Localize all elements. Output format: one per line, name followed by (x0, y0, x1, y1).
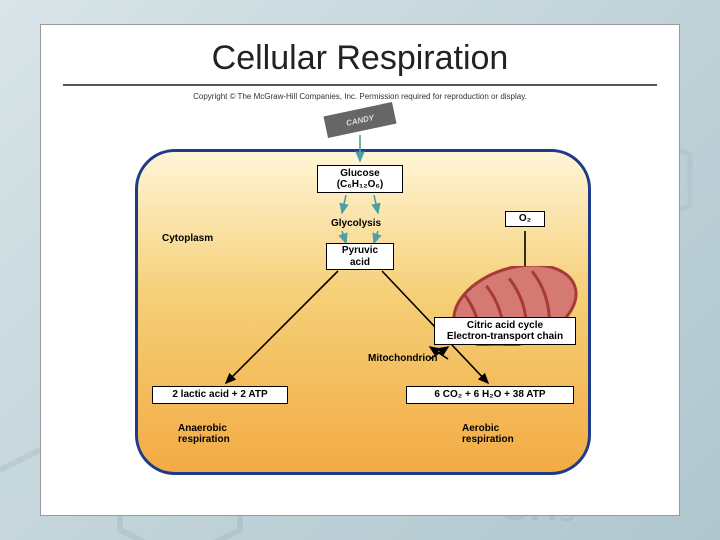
box-lactic-line1: 2 lactic acid + 2 ATP (156, 389, 284, 401)
content-card: Cellular Respiration Copyright © The McG… (40, 24, 680, 516)
box-glucose-line1: Glucose (321, 168, 399, 180)
box-o2: O₂ (505, 211, 545, 227)
label-anaerobic: Anaerobicrespiration (178, 423, 230, 445)
box-aerobic_out: 6 CO₂ + 6 H₂O + 38 ATP (406, 386, 574, 404)
label-mitochondrion: Mitochondrion (368, 353, 437, 364)
box-pyruvic-line1: Pyruvic (330, 245, 390, 257)
box-citric-line2: Electron-transport chain (438, 331, 572, 343)
box-pyruvic-line2: acid (330, 257, 390, 269)
box-citric: Citric acid cycleElectron-transport chai… (434, 317, 576, 345)
box-aerobic_out-line1: 6 CO₂ + 6 H₂O + 38 ATP (410, 389, 570, 401)
box-pyruvic: Pyruvicacid (326, 243, 394, 270)
respiration-diagram: CANDYGlucose(C₆H₁₂O₆)PyruvicacidO₂Citric… (110, 103, 610, 503)
page-title: Cellular Respiration (63, 39, 657, 78)
label-aerobic: Aerobicrespiration (462, 423, 514, 445)
box-glucose-line2: (C₆H₁₂O₆) (321, 179, 399, 191)
box-lactic: 2 lactic acid + 2 ATP (152, 386, 288, 404)
copyright-text: Copyright © The McGraw-Hill Companies, I… (63, 92, 657, 101)
box-citric-line1: Citric acid cycle (438, 320, 572, 332)
box-glucose: Glucose(C₆H₁₂O₆) (317, 165, 403, 193)
title-rule (63, 84, 657, 86)
slide: CH₃ Cellular Respiration Copyright © The… (0, 0, 720, 540)
label-glycolysis: Glycolysis (331, 218, 381, 229)
box-o2-line1: O₂ (509, 213, 541, 225)
label-cytoplasm: Cytoplasm (162, 233, 213, 244)
